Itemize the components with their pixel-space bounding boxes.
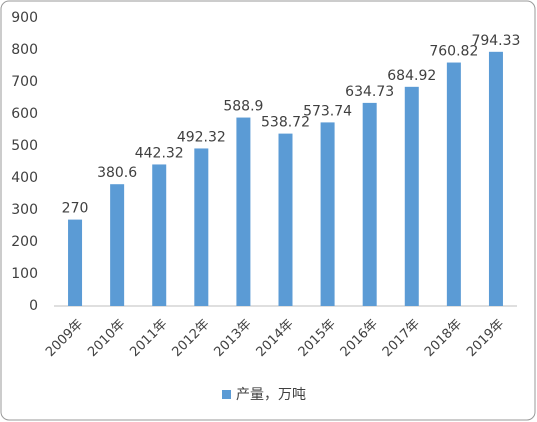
bar	[362, 102, 377, 306]
y-tick-label: 0	[29, 298, 38, 314]
value-label: 634.73	[345, 84, 394, 100]
value-label: 794.33	[471, 33, 520, 49]
bar	[446, 62, 461, 307]
y-tick-label: 400	[11, 170, 38, 186]
bar	[404, 86, 419, 307]
value-label: 442.32	[135, 145, 184, 161]
bar	[236, 117, 251, 306]
bar	[194, 148, 209, 306]
legend-swatch	[222, 390, 231, 399]
y-tick-label: 900	[11, 10, 38, 26]
bar	[110, 184, 125, 306]
value-label: 684.92	[387, 68, 436, 84]
y-tick-label: 500	[11, 138, 38, 154]
y-tick-label: 300	[11, 202, 38, 218]
bar	[320, 122, 335, 306]
bar	[152, 164, 167, 306]
y-tick-label: 600	[11, 106, 38, 122]
value-label: 270	[62, 201, 89, 217]
bar	[68, 219, 83, 306]
value-label: 380.6	[97, 165, 137, 181]
y-tick-label: 800	[11, 42, 38, 58]
bar	[488, 51, 503, 307]
y-tick-label: 200	[11, 234, 38, 250]
y-tick-label: 100	[11, 266, 38, 282]
value-label: 538.72	[261, 115, 310, 131]
value-label: 573.74	[303, 103, 352, 119]
value-label: 588.9	[223, 99, 263, 115]
legend-label: 产量，万吨	[236, 387, 306, 403]
value-label: 760.82	[429, 44, 478, 60]
bar	[278, 133, 293, 306]
value-label: 492.32	[177, 129, 226, 145]
y-tick-label: 700	[11, 74, 38, 90]
